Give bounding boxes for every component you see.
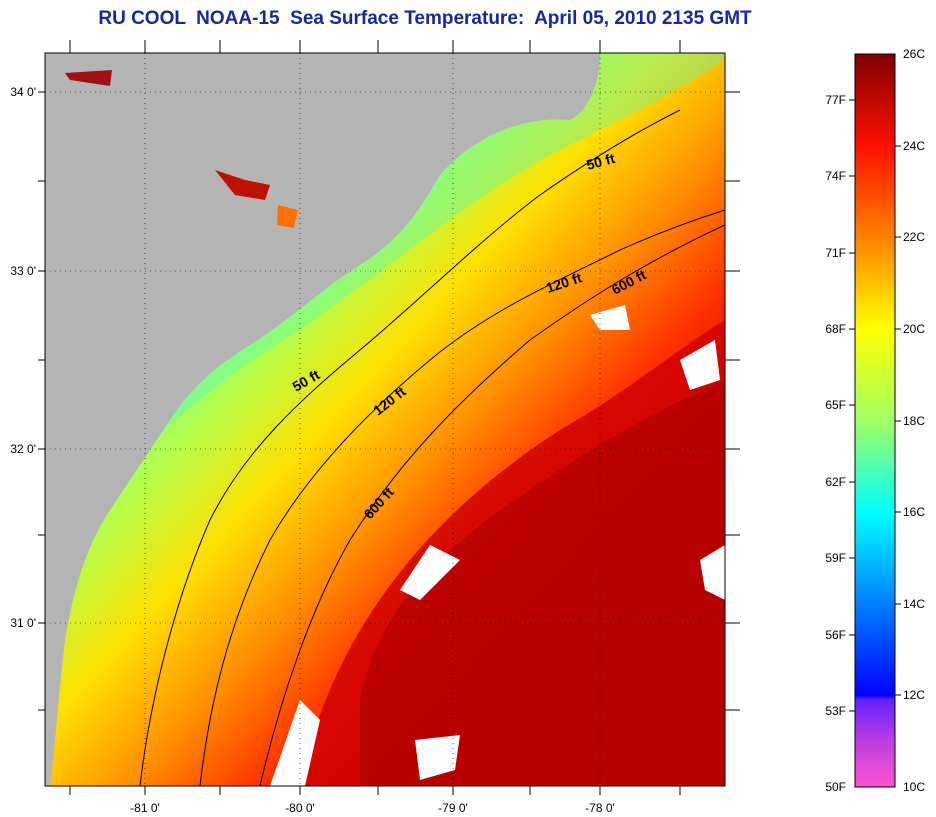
land-mass: [45, 53, 600, 786]
colorbar-label-f: 68F: [825, 322, 846, 336]
map-area: [45, 53, 725, 786]
gulf-stream-warmest: [360, 380, 725, 786]
inland-lake: [277, 205, 298, 228]
isobath-label-50ft: 50 ft: [585, 150, 617, 173]
inland-lake: [215, 170, 270, 200]
isobath-120ft-line: [199, 209, 725, 786]
isobath-600ft-line: [259, 224, 725, 786]
colorbar-label-f: 62F: [825, 475, 846, 489]
lat-label-33: 33 0': [10, 264, 36, 278]
colorbar-label-f: 71F: [825, 246, 846, 260]
lat-label-32: 32 0': [10, 442, 36, 456]
colorbar-label-c: 16C: [903, 505, 925, 519]
axis-ticks: [38, 40, 740, 795]
cloud-patch: [270, 700, 320, 786]
colorbar-label-f: 56F: [825, 628, 846, 642]
colorbar-label-f: 74F: [825, 169, 846, 183]
map-title: RU COOL NOAA-15 Sea Surface Temperature:…: [98, 8, 752, 29]
colorbar: [855, 54, 895, 787]
colorbar-label-c: 24C: [903, 139, 925, 153]
colorbar-label-c: 18C: [903, 414, 925, 428]
colorbar-label-f: 59F: [825, 551, 846, 565]
colorbar-label-c: 20C: [903, 322, 925, 336]
colorbar-label-c: 22C: [903, 230, 925, 244]
cloud-patch: [700, 545, 725, 600]
cloud-patch: [680, 340, 720, 390]
lon-label-80: -80 0': [285, 801, 315, 815]
inland-lake: [65, 70, 112, 86]
colorbar-label-f: 65F: [825, 398, 846, 412]
colorbar-label-f: 50F: [825, 780, 846, 794]
cloud-patch: [400, 545, 460, 600]
colorbar-label-f: 53F: [825, 704, 846, 718]
lon-label-78: -78 0': [585, 801, 615, 815]
lon-label-81: -81 0': [130, 801, 160, 815]
graticule: [45, 53, 725, 786]
colorbar-label-c: 14C: [903, 597, 925, 611]
lat-label-34: 34 0': [10, 85, 36, 99]
colorbar-label-f: 77F: [825, 93, 846, 107]
colorbar-label-c: 26C: [903, 47, 925, 61]
lat-label-31: 31 0': [10, 616, 36, 630]
lon-label-79: -79 0': [438, 801, 468, 815]
map-frame: [44, 52, 726, 787]
colorbar-ticks: [849, 99, 901, 712]
isobath-50ft-line: [139, 109, 681, 786]
colorbar-label-c: 10C: [903, 780, 925, 794]
colorbar-label-c: 12C: [903, 688, 925, 702]
cloud-patch: [415, 735, 460, 780]
